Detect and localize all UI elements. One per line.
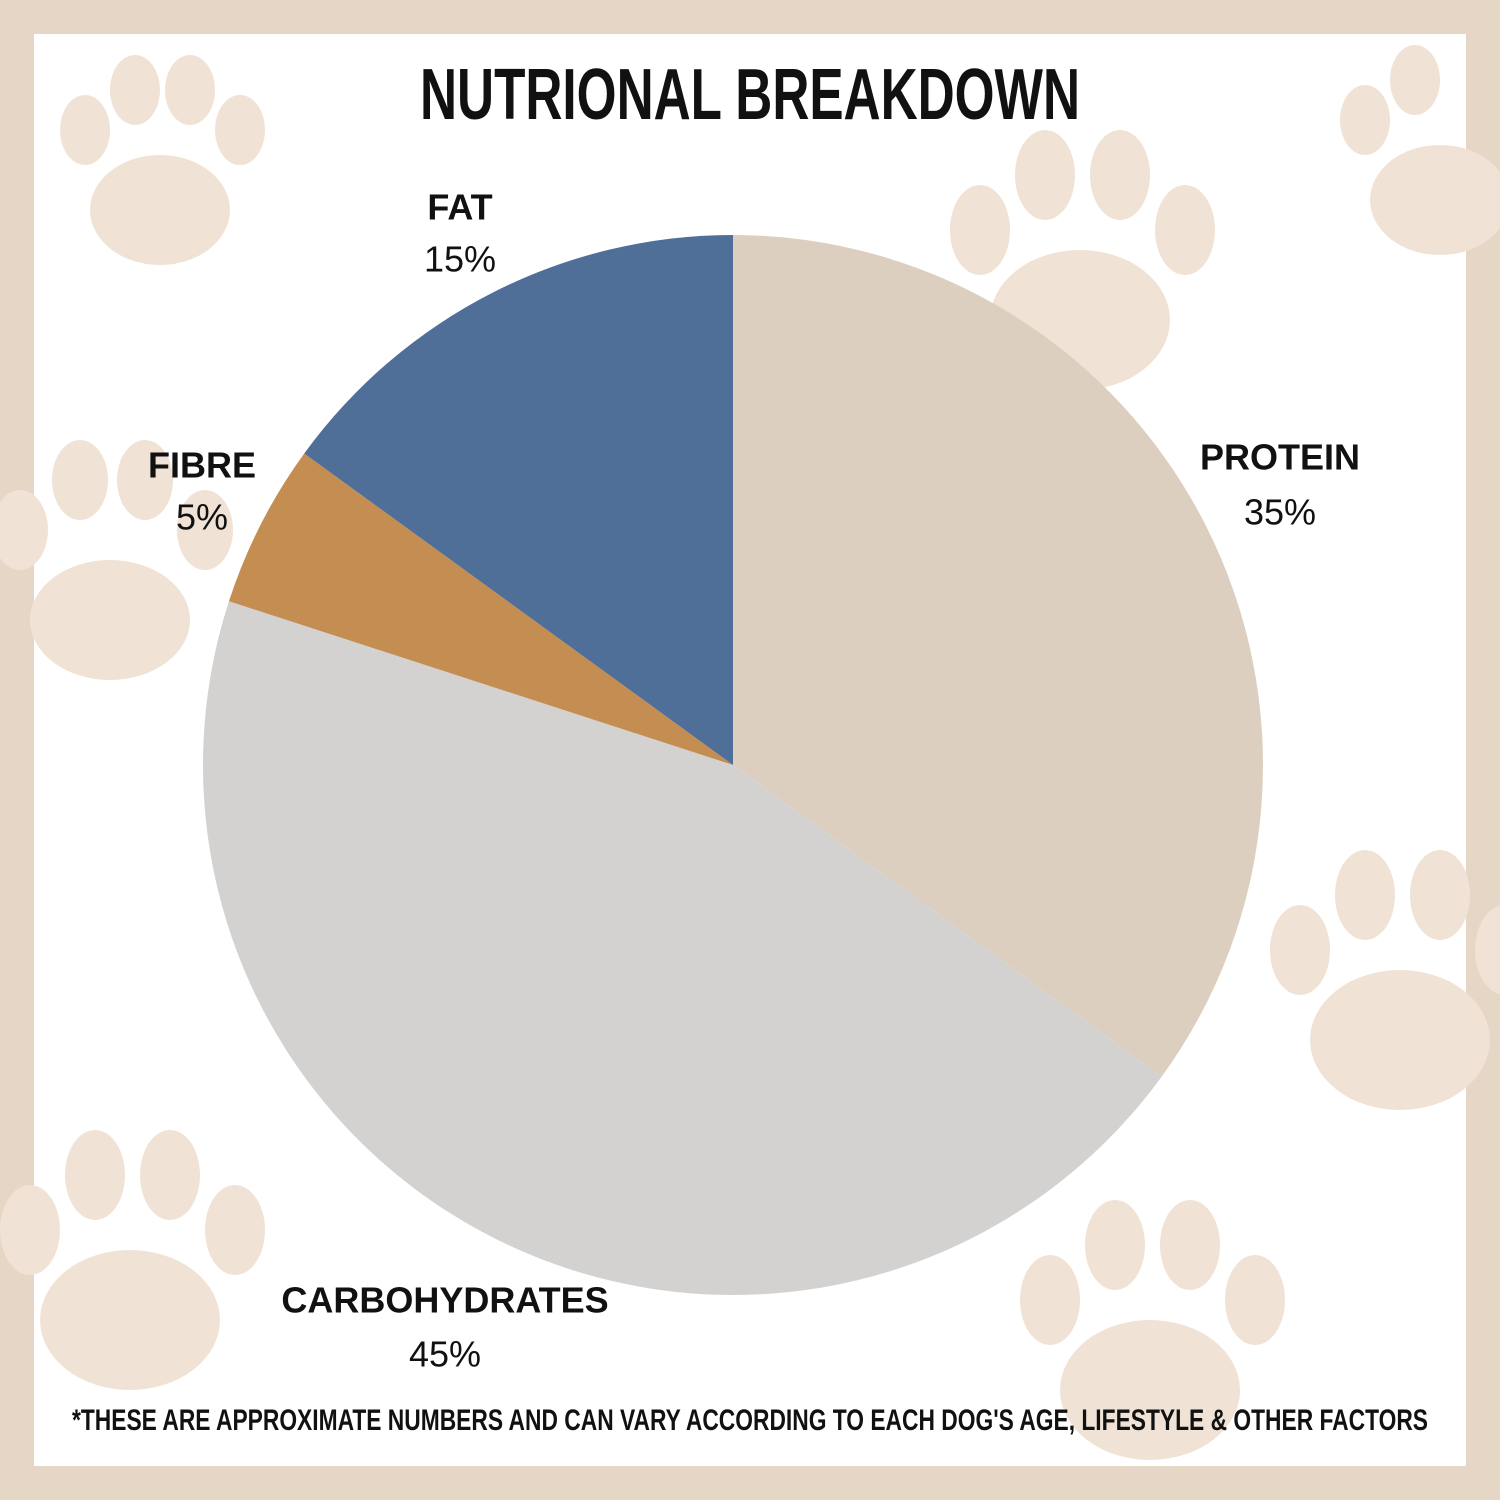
paw-pattern bbox=[0, 45, 1500, 1460]
slice-value-label: 45% bbox=[409, 1334, 481, 1375]
slice-label: PROTEIN bbox=[1200, 437, 1360, 478]
slice-label: FAT bbox=[427, 187, 492, 228]
footnote: *THESE ARE APPROXIMATE NUMBERS AND CAN V… bbox=[72, 1404, 1428, 1437]
pie-slice bbox=[203, 601, 1162, 1295]
slice-label: CARBOHYDRATES bbox=[281, 1280, 608, 1321]
slice-value-label: 15% bbox=[424, 239, 496, 280]
slice-value-label: 35% bbox=[1244, 492, 1316, 533]
chart-title: NUTRIONAL BREAKDOWN bbox=[420, 55, 1080, 135]
pie-slice bbox=[304, 234, 733, 765]
slice-label: FIBRE bbox=[148, 445, 256, 486]
slice-value-label: 5% bbox=[176, 497, 228, 538]
pie-slice bbox=[733, 235, 1263, 1077]
pie-slice bbox=[228, 453, 733, 765]
